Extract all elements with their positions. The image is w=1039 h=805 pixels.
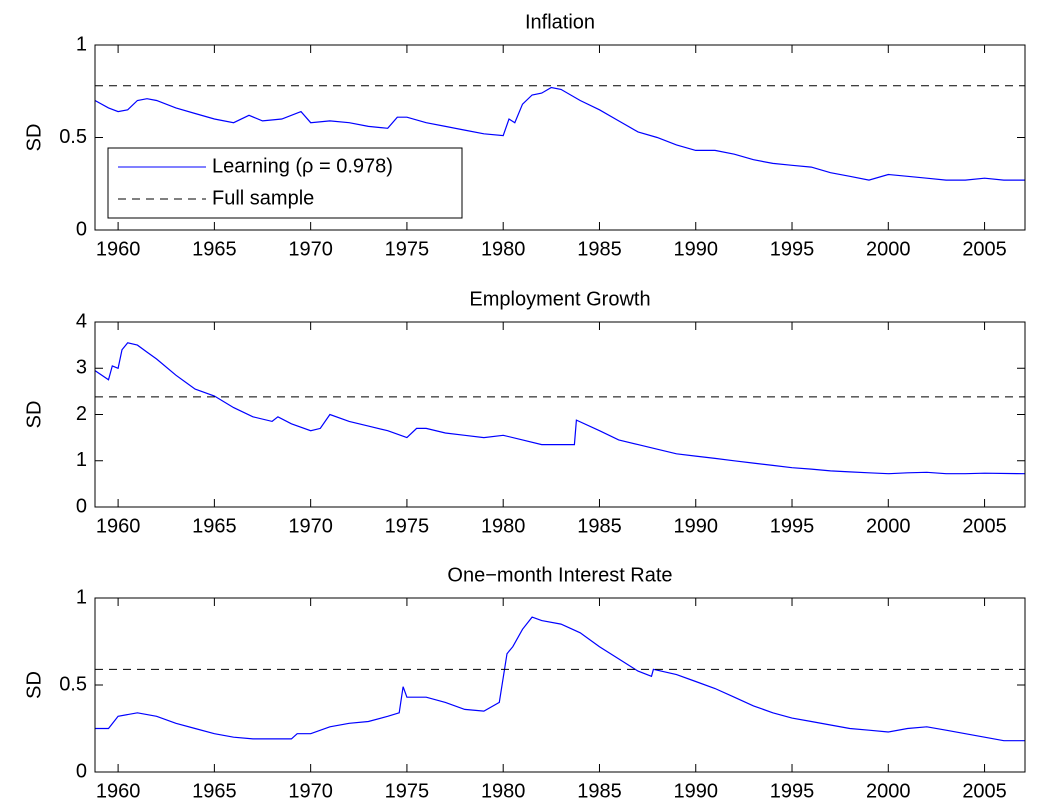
x-tick-label: 1960 — [96, 238, 141, 260]
panel-title: Employment Growth — [469, 288, 650, 310]
x-tick-label: 1970 — [288, 238, 333, 260]
x-tick-label: 2000 — [866, 515, 911, 537]
x-tick-label: 1995 — [770, 238, 815, 260]
x-tick-label: 1980 — [481, 515, 526, 537]
data-line — [94, 342, 1026, 475]
x-tick-label: 1990 — [673, 515, 718, 537]
x-tick-label: 1970 — [288, 780, 333, 802]
y-axis-label: SD — [23, 401, 45, 429]
x-tick-label: 1995 — [770, 780, 815, 802]
y-tick-label: 2 — [76, 403, 87, 425]
panel-title: One−month Interest Rate — [447, 564, 672, 586]
x-tick-label: 2000 — [866, 238, 911, 260]
y-tick-label: 1 — [76, 586, 87, 608]
x-tick-label: 2005 — [962, 780, 1007, 802]
x-tick-label: 2005 — [962, 515, 1007, 537]
y-tick-label: 1 — [76, 449, 87, 471]
legend-box — [107, 147, 463, 219]
x-tick-label: 1980 — [481, 238, 526, 260]
x-tick-label: 1965 — [192, 238, 237, 260]
y-axis-label: SD — [23, 671, 45, 699]
data-line — [94, 86, 1025, 181]
x-tick-label: 1975 — [385, 515, 430, 537]
x-tick-label: 1995 — [770, 515, 815, 537]
x-tick-label: 1975 — [385, 780, 430, 802]
x-tick-label: 2000 — [866, 780, 911, 802]
y-tick-label: 0.5 — [59, 673, 87, 695]
x-tick-label: 2005 — [962, 238, 1007, 260]
x-tick-label: 1975 — [385, 238, 430, 260]
data-line — [95, 616, 1025, 742]
x-tick-label: 1960 — [96, 515, 141, 537]
y-axis-label: SD — [23, 124, 45, 152]
axes-box — [94, 597, 1026, 773]
legend-label: Full sample — [212, 187, 314, 209]
x-tick-label: 1985 — [577, 238, 622, 260]
x-tick-label: 1965 — [192, 780, 237, 802]
y-tick-label: 1 — [76, 33, 87, 55]
y-tick-label: 4 — [76, 310, 87, 332]
axes-box — [94, 44, 1026, 231]
x-tick-label: 1990 — [673, 780, 718, 802]
y-tick-label: 3 — [76, 357, 87, 379]
y-tick-label: 0.5 — [59, 126, 87, 148]
x-tick-label: 1990 — [673, 238, 718, 260]
axes-box — [94, 321, 1026, 508]
x-tick-label: 1965 — [192, 515, 237, 537]
y-tick-label: 0 — [76, 218, 87, 240]
legend-label: Learning (ρ = 0.978) — [212, 155, 393, 177]
x-tick-label: 1980 — [481, 780, 526, 802]
x-tick-label: 1970 — [288, 515, 333, 537]
x-tick-label: 1985 — [577, 780, 622, 802]
panel-title: Inflation — [525, 11, 595, 33]
x-tick-label: 1985 — [577, 515, 622, 537]
y-tick-label: 0 — [76, 760, 87, 782]
x-tick-label: 1960 — [96, 780, 141, 802]
y-tick-label: 0 — [76, 495, 87, 517]
